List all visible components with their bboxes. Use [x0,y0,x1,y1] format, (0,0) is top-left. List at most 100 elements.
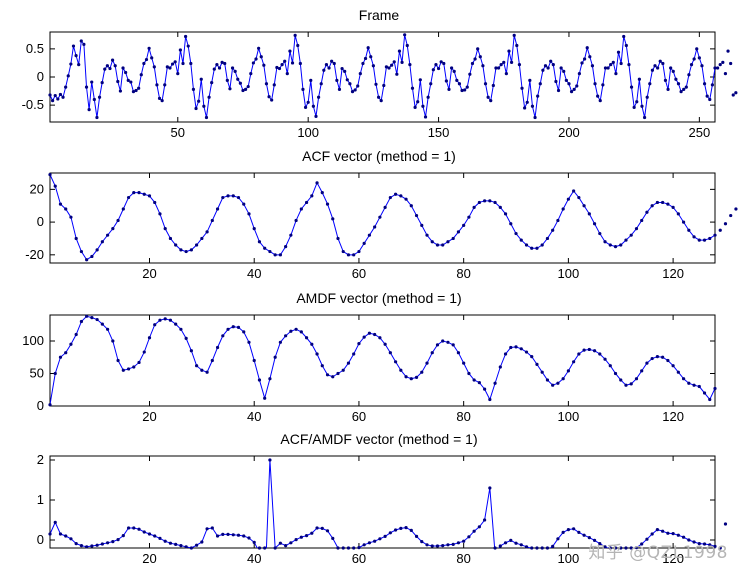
amdf-point [299,330,303,334]
frame-point [220,60,224,64]
frame-point [713,66,717,70]
frame-point [176,72,180,76]
acf-amdf-point [661,529,665,533]
frame-point [687,73,691,77]
acf-amdf-xtick-label: 100 [558,551,580,566]
amdf-point [58,355,63,359]
frame-point [168,66,172,70]
amdf-point [221,334,225,338]
acf-amdf-point [153,534,157,538]
frame-point [624,43,628,48]
amdf-point [53,371,57,376]
frame-point [700,64,704,68]
frame-point [134,88,138,93]
frame-point [387,66,391,70]
watermark: 知乎 @QZL1998 [588,543,728,563]
frame-point [108,66,112,71]
amdf-point [79,319,84,324]
frame-point [165,65,169,69]
acf-point [195,243,199,247]
acf-amdf-point [409,528,413,533]
frame-point [666,87,670,91]
amdf-point [713,386,717,391]
acf-amdf-point [634,546,639,550]
frame-point [431,68,435,72]
acf-amdf-point [472,529,476,533]
frame-point [442,61,446,66]
acf-point [676,212,680,216]
frame-point [56,97,60,101]
amdf-point [666,358,670,363]
acf-amdf-point [697,542,701,546]
acf-amdf-point [629,546,633,550]
frame-point [413,105,417,109]
acf-point [158,212,162,216]
acf-point [90,254,94,259]
acf-point [545,236,550,241]
frame-point [53,93,57,98]
amdf-point [121,368,125,372]
frame-point [606,66,610,70]
frame-point [583,57,587,61]
acf-amdf-point [676,533,680,537]
acf-point [64,207,68,211]
frame-point [392,60,396,64]
acf-amdf-point [247,536,251,540]
frame-point [173,60,177,64]
frame-point [530,104,535,108]
acf-amdf-series-line [50,459,715,548]
acf-amdf-point [168,541,173,545]
frame-point [478,55,482,59]
frame-point [523,106,527,110]
acf-amdf-point [111,540,115,544]
amdf-point [624,383,628,387]
amdf-point [545,378,550,382]
acf-point [603,240,607,244]
frame-point [236,77,240,81]
acf-amdf-point [420,540,424,544]
amdf-point [336,371,340,376]
frame-point [254,57,258,61]
amdf-point [655,355,660,359]
frame-point [384,65,389,69]
acf-amdf-point [540,546,544,550]
acf-point [74,236,78,241]
frame-point [290,61,295,65]
frame-point [434,63,438,67]
acf-point [153,200,157,205]
acf-amdf-point [100,542,104,546]
amdf-point [603,357,607,361]
frame-point [178,48,182,52]
frame-point [152,65,156,69]
acf-point [640,218,644,223]
frame-point [147,46,151,50]
frame-point [369,55,373,59]
acf-point [702,238,707,242]
amdf-ytick-label: 100 [22,333,44,348]
amdf-point [388,351,392,355]
acf-point [613,245,618,249]
amdf-point [378,336,382,340]
acf-amdf-point [189,546,193,550]
acf-point [58,202,63,206]
acf-point [582,204,586,208]
acf-amdf-point [572,527,576,531]
acf-point [425,233,429,237]
acf-point [69,215,73,219]
frame-point [593,82,597,86]
frame-point [186,44,190,48]
acf-point [634,227,639,231]
frame-point [400,60,404,64]
acf-point [106,233,110,237]
acf-point [79,249,84,254]
frame-point [142,61,146,66]
acf-amdf-point [388,531,392,535]
amdf-point [535,362,539,366]
amdf-point [132,365,136,369]
amdf-point [247,340,251,344]
frame-point [572,87,576,91]
acf-amdf-point [467,535,471,539]
acf-point [629,233,633,237]
acf-amdf-point [132,526,136,530]
amdf-point [414,375,419,379]
